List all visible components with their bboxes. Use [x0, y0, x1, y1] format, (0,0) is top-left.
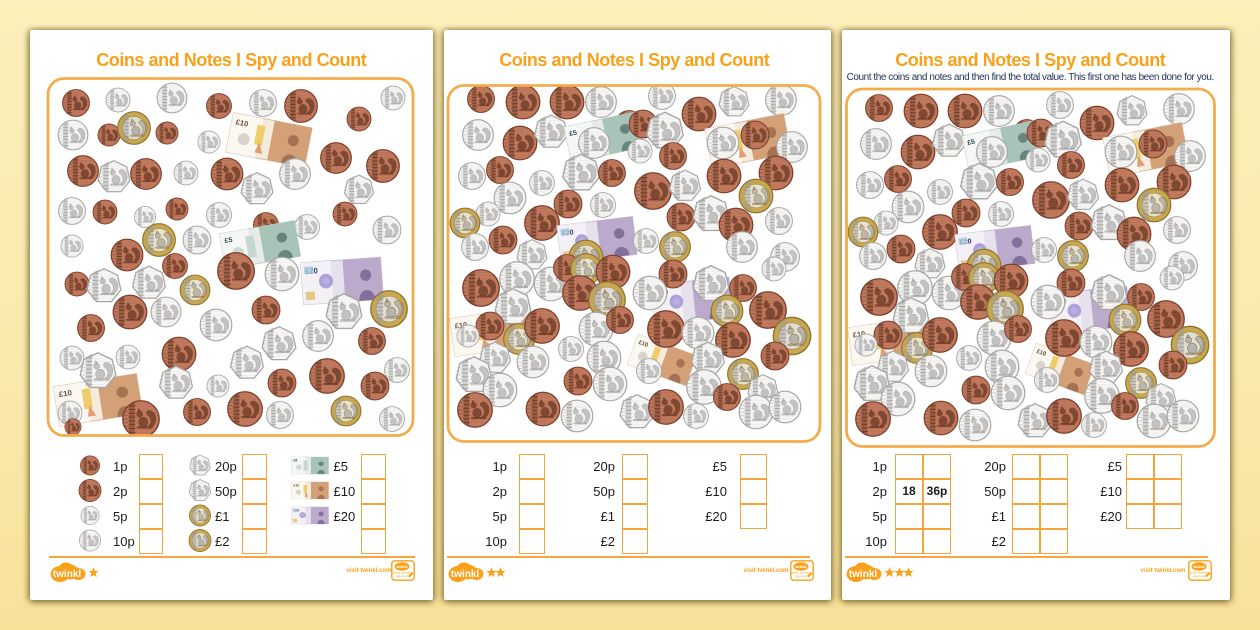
svg-text:approved: approved [396, 574, 408, 578]
svg-text:twinkl: twinkl [396, 564, 407, 569]
svg-text:approved: approved [795, 574, 807, 578]
svg-text:twinkl: twinkl [52, 569, 81, 580]
svg-text:twinkl: twinkl [849, 569, 878, 580]
svg-text:twinkl: twinkl [450, 569, 479, 580]
svg-text:twinkl: twinkl [1193, 564, 1204, 569]
svg-text:twinkl: twinkl [795, 564, 806, 569]
svg-text:approved: approved [1193, 574, 1205, 578]
svg-text:quality standard: quality standard [1189, 571, 1209, 575]
svg-text:quality standard: quality standard [791, 571, 811, 575]
svg-text:quality standard: quality standard [392, 571, 412, 575]
